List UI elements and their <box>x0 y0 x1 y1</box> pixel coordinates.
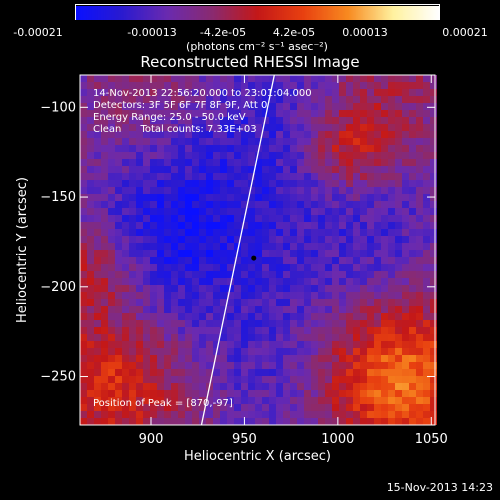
x-axis-label: Heliocentric X (arcsec) <box>184 449 331 464</box>
colorbar-unit-label: (photons cm⁻² s⁻¹ asec⁻²) <box>186 40 328 53</box>
colorbar-tick-label: -4.2e-05 <box>199 26 247 39</box>
colorbar-tick-label: 4.2e-05 <box>272 26 316 39</box>
colorbar <box>75 4 440 20</box>
x-tick-label: 950 <box>232 432 257 447</box>
annotation-energy: Energy Range: 25.0 - 50.0 keV <box>93 112 246 123</box>
y-axis-label: Heliocentric Y (arcsec) <box>15 177 30 323</box>
x-tick-label: 900 <box>139 432 164 447</box>
colorbar-tick-label: -0.00013 <box>127 26 177 39</box>
y-tick-label: −150 <box>40 190 76 205</box>
y-tick-label: −200 <box>40 280 76 295</box>
y-tick-label: −250 <box>40 370 76 385</box>
y-tick-label: −100 <box>40 100 76 115</box>
solar-limb-line <box>200 74 275 426</box>
peak-marker <box>251 255 257 261</box>
x-tick-label: 1000 <box>321 432 354 447</box>
annotation-clean: Clean Total counts: 7.33E+03 <box>93 124 257 135</box>
heatmap-cells <box>80 75 437 425</box>
colorbar-gradient <box>76 6 439 20</box>
chart-title: Reconstructed RHESSI Image <box>140 53 360 71</box>
annotation-peak-position: Position of Peak = [870,-97] <box>93 398 233 409</box>
colorbar-tick-label: 0.00013 <box>342 26 388 39</box>
timestamp: 15-Nov-2013 14:23 <box>386 481 493 494</box>
annotation-detectors: Detectors: 3F 5F 6F 7F 8F 9F, Att 0 <box>93 100 268 111</box>
annotation-time: 14-Nov-2013 22:56:20.000 to 23:01:04.000 <box>93 88 312 99</box>
x-tick-label: 1050 <box>415 432 448 447</box>
colorbar-tick-label: -0.00021 <box>13 26 63 39</box>
colorbar-tick-label: 0.00021 <box>442 26 488 39</box>
plot-frame <box>79 74 436 426</box>
